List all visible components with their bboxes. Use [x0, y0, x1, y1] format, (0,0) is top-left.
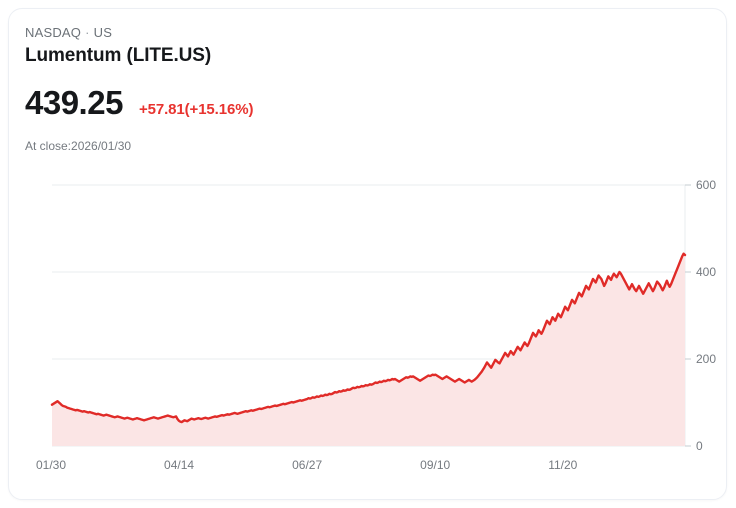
stock-quote-card: NASDAQ · US Lumentum (LITE.US) 439.25 +57.… — [8, 8, 727, 500]
page-title: Lumentum (LITE.US) — [25, 45, 212, 66]
price-chart-svg[interactable]: 0 200 400 600 01/30 04/14 06/27 09/10 11/20 — [9, 161, 728, 491]
last-price: 439.25 — [25, 84, 123, 121]
separator-dot: · — [85, 25, 90, 40]
chart-price-line — [50, 252, 687, 424]
y-tick-label: 200 — [696, 352, 716, 366]
x-tick-label: 09/10 — [420, 458, 450, 472]
exchange-line: NASDAQ · US — [25, 25, 112, 41]
price-chart[interactable]: 0 200 400 600 01/30 04/14 06/27 09/10 11/20 — [9, 161, 728, 491]
region-code: US — [93, 25, 113, 40]
chart-area-fill — [52, 253, 685, 446]
x-tick-label: 01/30 — [36, 458, 66, 472]
x-tick-label: 06/27 — [292, 458, 322, 472]
price-row: 439.25 +57.81(+15.16%) — [25, 83, 253, 123]
x-tick-label: 11/20 — [548, 458, 577, 472]
exchange-name: NASDAQ — [25, 25, 82, 40]
market-status: At close:2026/01/30 — [25, 139, 132, 153]
y-tick-label: 600 — [696, 178, 716, 192]
x-tick-label: 04/14 — [164, 458, 194, 472]
y-tick-label: 0 — [696, 439, 703, 453]
price-change: +57.81(+15.16%) — [138, 101, 254, 118]
y-tick-label: 400 — [696, 265, 716, 279]
